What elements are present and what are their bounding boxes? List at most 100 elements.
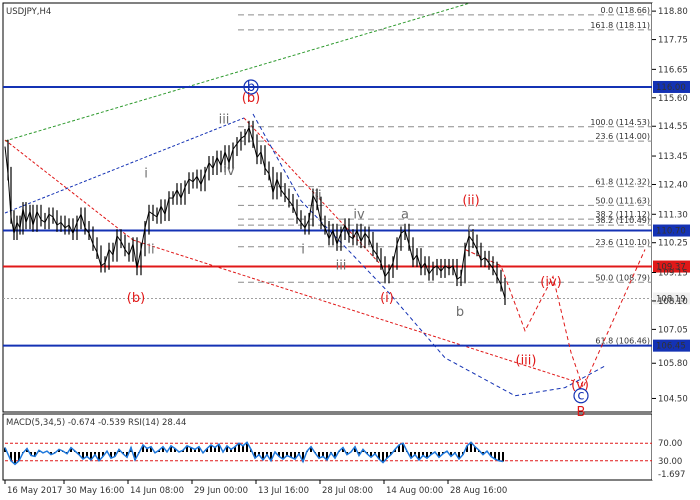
y-tick-label: 108.10 bbox=[658, 297, 688, 307]
price-segment bbox=[244, 127, 250, 136]
price-segment bbox=[356, 230, 362, 242]
price-segment bbox=[152, 213, 158, 218]
price-segment bbox=[204, 162, 210, 174]
price-segment bbox=[388, 262, 394, 272]
y-tick-label: 118.80 bbox=[658, 7, 688, 17]
price-segment bbox=[396, 233, 402, 245]
x-tick-label: 13 Jul 16:00 bbox=[258, 486, 309, 496]
price-segment bbox=[468, 235, 474, 242]
wave-label: (i) bbox=[380, 291, 394, 306]
price-segment bbox=[316, 203, 322, 223]
price-segment bbox=[176, 189, 182, 199]
price-segment bbox=[276, 178, 282, 191]
price-segment bbox=[228, 149, 234, 163]
price-level-tag-label: 110.70 bbox=[656, 227, 686, 237]
wave-labels: (b)(b) (i)(ii)(iii)(iv)(v)Bbciiiiiiiviiii… bbox=[127, 79, 589, 420]
price-level-tag-label: 106.45 bbox=[656, 342, 686, 352]
price-segment bbox=[19, 208, 24, 228]
wave-label: (iii) bbox=[516, 354, 537, 369]
indicator-frame bbox=[2, 413, 653, 481]
price-level-tag-label: 116.00 bbox=[656, 83, 686, 93]
indicator-panel: 70.00 30.00 -1.697 bbox=[4, 439, 685, 480]
x-tick-label: 28 Aug 16:00 bbox=[450, 486, 507, 496]
price-level-tag-label: 109.37 bbox=[656, 263, 686, 273]
wave-circle bbox=[243, 79, 259, 95]
price-segment bbox=[72, 222, 78, 234]
indicator-tick: 70.00 bbox=[658, 439, 682, 449]
price-segment bbox=[240, 135, 246, 139]
x-tick-label: 16 May 2017 bbox=[7, 486, 62, 496]
indicator-tick: 30.00 bbox=[658, 457, 682, 467]
price-segment bbox=[256, 151, 262, 158]
price-segment bbox=[408, 243, 414, 261]
wave-label: iv bbox=[223, 164, 235, 179]
price-segment bbox=[448, 265, 454, 269]
price-segment bbox=[16, 222, 21, 229]
price-level-tag bbox=[653, 292, 690, 305]
price-segment bbox=[404, 230, 410, 245]
price-level-tag bbox=[653, 339, 690, 352]
price-segment bbox=[484, 257, 490, 264]
price-segment bbox=[60, 222, 66, 229]
price-segment bbox=[268, 173, 274, 193]
price-segment bbox=[332, 230, 338, 245]
rsi-line bbox=[4, 441, 504, 466]
wave-label: b bbox=[247, 80, 255, 95]
price-segment bbox=[348, 235, 354, 240]
price-segment bbox=[80, 214, 86, 228]
wave-label: (b) bbox=[127, 291, 145, 306]
fib-label: 23.6 (110.10) bbox=[595, 238, 650, 247]
price-segment bbox=[216, 157, 222, 166]
price-segment bbox=[436, 265, 442, 272]
fib-label: 0.0 (118.66) bbox=[601, 6, 651, 15]
price-segment bbox=[252, 141, 258, 158]
price-segment bbox=[432, 265, 438, 269]
wave-label: iii bbox=[336, 259, 347, 274]
y-tick-label: 117.75 bbox=[658, 36, 688, 46]
price-segment bbox=[156, 205, 162, 218]
price-segment bbox=[364, 232, 370, 239]
price-segment bbox=[372, 249, 378, 256]
fib-label: 50.0 (111.63) bbox=[595, 196, 650, 205]
price-segment bbox=[272, 178, 278, 193]
red-channel-upper bbox=[4, 139, 134, 241]
price-segment bbox=[64, 224, 70, 229]
price-segment bbox=[236, 138, 242, 145]
x-tick-label: 14 Aug 00:00 bbox=[386, 486, 443, 496]
price-segment bbox=[352, 230, 358, 239]
price-segment bbox=[284, 195, 290, 202]
price-segment bbox=[108, 249, 114, 256]
y-tick-label: 116.65 bbox=[658, 65, 688, 75]
price-segment bbox=[472, 241, 478, 250]
fib-label: 23.6 (114.00) bbox=[595, 132, 650, 141]
wave-circle bbox=[573, 388, 589, 404]
price-segment bbox=[124, 249, 130, 256]
price-segment bbox=[392, 243, 398, 264]
price-segment bbox=[308, 195, 314, 220]
price-axis: 118.80 117.75 116.65 115.60 114.55 113.45 112.… bbox=[652, 7, 688, 404]
price-level-tag bbox=[653, 260, 690, 273]
fib-label: 161.8 (118.11) bbox=[590, 21, 650, 30]
price-segment bbox=[460, 249, 466, 277]
price-segment bbox=[88, 233, 94, 245]
price-segment bbox=[452, 265, 458, 280]
price-segment bbox=[148, 211, 154, 215]
price-segment bbox=[420, 262, 426, 269]
y-tick-label: 105.80 bbox=[658, 359, 688, 369]
price-segment bbox=[384, 270, 390, 277]
wave-label: c bbox=[577, 389, 584, 404]
price-segment bbox=[224, 151, 230, 163]
green-trend-line bbox=[4, 2, 471, 142]
y-tick-label: 115.60 bbox=[658, 94, 688, 104]
price-segment bbox=[10, 216, 15, 234]
price-segment bbox=[68, 224, 74, 234]
price-segment bbox=[48, 213, 54, 218]
price-segment bbox=[96, 252, 102, 266]
price-segment bbox=[172, 189, 178, 199]
price-segment bbox=[32, 211, 38, 226]
price-segment bbox=[248, 127, 254, 142]
price-segment bbox=[100, 262, 106, 267]
price-segment bbox=[296, 216, 302, 223]
fib-label: 61.8 (112.32) bbox=[595, 178, 650, 187]
